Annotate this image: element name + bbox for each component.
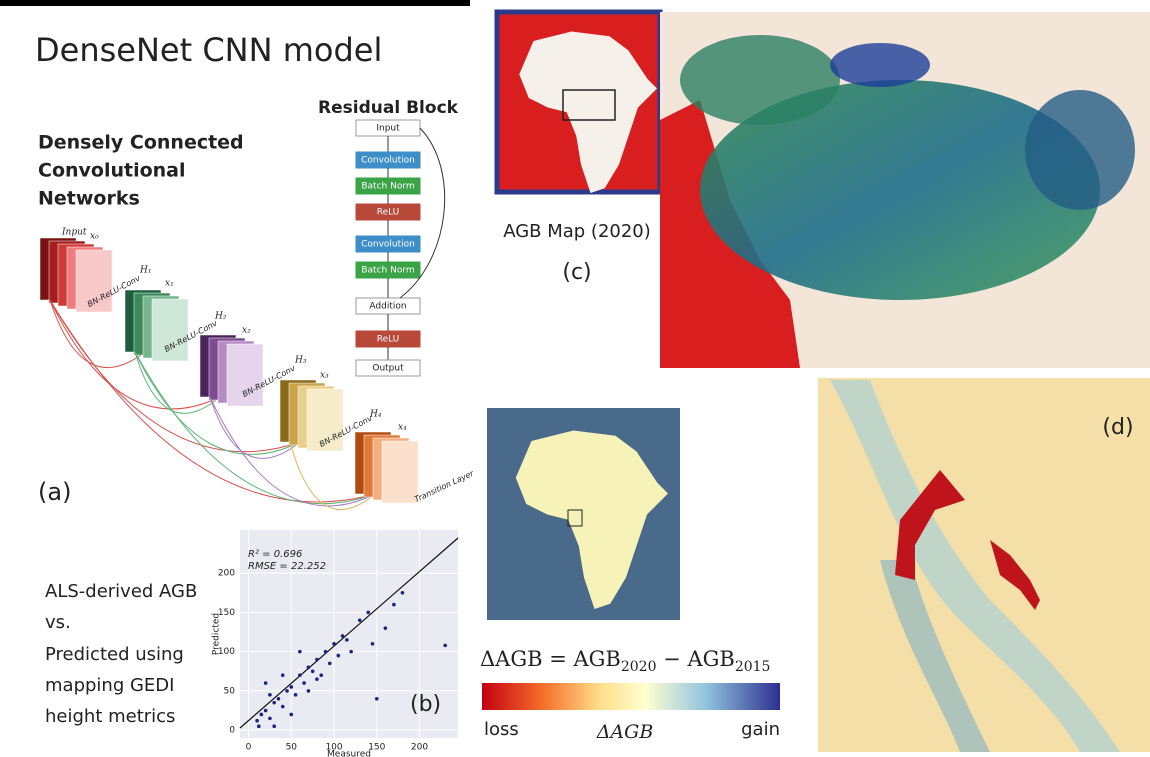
forest [1025, 90, 1135, 210]
panel-label: (b) [410, 692, 441, 717]
residual-label: Input [376, 124, 400, 134]
scatter-point [281, 705, 285, 709]
scatter-point [366, 611, 370, 615]
scatter-point [371, 642, 375, 646]
y-axis-label: Predicted [212, 613, 222, 655]
scatter-point [328, 662, 332, 666]
scatter-point [264, 681, 268, 685]
residual-label: Batch Norm [361, 266, 414, 276]
forest [830, 43, 930, 87]
residual-label: Output [372, 364, 404, 374]
feature-map [382, 441, 418, 503]
scatter-point [289, 713, 293, 717]
scatter-point [384, 626, 388, 630]
dense-label: Input [61, 228, 87, 238]
panel-d: (d) [818, 378, 1150, 752]
x-tick-label: 0 [246, 743, 252, 753]
colorbar [482, 683, 780, 710]
scatter-point [345, 638, 349, 642]
scatter-point [311, 669, 315, 673]
fit-stat: RMSE = 22.252 [248, 561, 326, 572]
panel-label: (a) [38, 478, 71, 506]
scatter-point [294, 693, 298, 697]
residual-label: Addition [369, 302, 406, 312]
scatter-point [315, 677, 319, 681]
scatter-point [268, 717, 272, 721]
scatter-point [298, 650, 302, 654]
dense-label: x₁ [165, 279, 174, 289]
x-tick-label: 50 [286, 743, 298, 753]
description-line: Predicted using [45, 644, 184, 665]
scatter-point [349, 650, 353, 654]
figure: DenseNet CNN model AGB Map (2020) (c) ΔA… [0, 0, 1150, 757]
description-line: mapping GEDI [45, 675, 174, 696]
scatter-point [264, 709, 268, 713]
scatter-point [281, 673, 285, 677]
y-tick-label: 50 [224, 686, 236, 696]
scatter-point [302, 681, 306, 685]
scatter-point [307, 666, 311, 670]
scatter-point [272, 701, 276, 705]
residual-label: ReLU [377, 335, 400, 345]
scatter-point [337, 654, 341, 658]
scatter-point [401, 591, 405, 595]
scatter-point [332, 642, 336, 646]
heading-line: Densely Connected [38, 132, 244, 154]
dense-label: H₂ [214, 312, 227, 322]
scatter-point [285, 689, 289, 693]
colorbar-low: loss [484, 719, 519, 740]
scatter-point [392, 603, 396, 607]
panel-label: (d) [1102, 415, 1133, 440]
colorbar-high: gain [741, 719, 780, 740]
y-tick-label: 0 [229, 726, 235, 736]
residual-label: Convolution [361, 156, 415, 166]
eq-sub: 2020 [621, 659, 657, 675]
dense-label: H₁ [139, 266, 151, 276]
heading-line: Networks [38, 188, 140, 210]
map-caption: AGB Map (2020) [503, 221, 651, 242]
forest [680, 35, 840, 125]
scatter-point [298, 673, 302, 677]
scatter-point [257, 724, 261, 728]
y-tick-label: 200 [218, 569, 235, 579]
scatter-point [443, 644, 447, 648]
x-axis-label: Measured [327, 750, 371, 757]
description-line: height metrics [45, 706, 175, 727]
fit-stat: R² = 0.696 [248, 549, 302, 560]
scatter-point [289, 685, 293, 689]
scatter-point [260, 713, 264, 717]
residual-label: ReLU [377, 208, 400, 218]
dense-label: H₃ [294, 356, 307, 366]
eq-sub: 2015 [735, 659, 771, 675]
dense-label: x₀ [90, 232, 99, 242]
scatter-point [375, 697, 379, 701]
scatter-point [255, 719, 259, 723]
panel-label: (c) [562, 260, 591, 285]
x-tick-label: 200 [411, 743, 428, 753]
heading-line: Convolutional [38, 160, 186, 182]
scatter-point [307, 689, 311, 693]
scatter-point [358, 618, 362, 622]
scatter-point [268, 693, 272, 697]
residual-label: Convolution [361, 240, 415, 250]
scatter-point [341, 634, 345, 638]
top-edge [0, 0, 470, 6]
residual-title: Residual Block [318, 98, 459, 118]
scatter-point [272, 724, 276, 728]
scatter-point [324, 650, 328, 654]
eq-part: − AGB [657, 647, 735, 671]
dense-label: x₄ [398, 423, 407, 433]
residual-label: Batch Norm [361, 182, 414, 192]
colorbar-title: ΔAGB [596, 721, 654, 743]
scatter-point [315, 658, 319, 662]
description-line: vs. [45, 612, 71, 633]
scatter-point [277, 697, 281, 701]
dense-label: x₃ [320, 371, 329, 381]
scatter-point [319, 673, 323, 677]
dense-label: x₂ [242, 326, 251, 336]
page: DenseNet CNN model AGB Map (2020) (c) ΔA… [0, 0, 1150, 757]
figure-title: DenseNet CNN model [35, 31, 382, 69]
eq-part: ΔAGB = AGB [480, 647, 621, 671]
description-line: ALS-derived AGB [45, 581, 197, 602]
